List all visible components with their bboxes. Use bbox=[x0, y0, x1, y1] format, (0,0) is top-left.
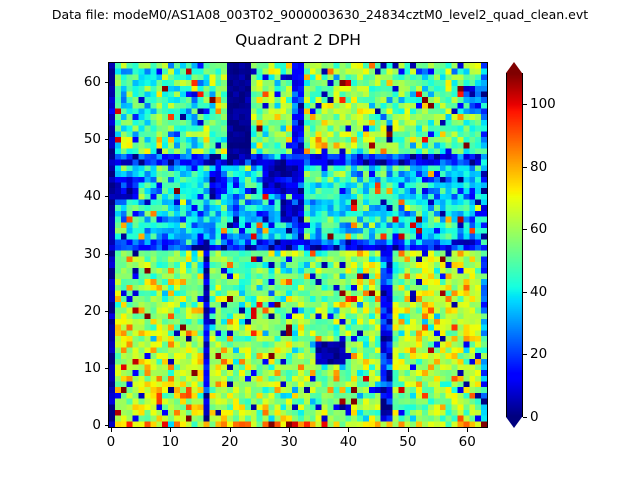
y-tick-mark bbox=[104, 425, 108, 427]
page-title: Quadrant 2 DPH bbox=[235, 31, 361, 49]
y-tick-label: 40 bbox=[83, 188, 101, 205]
x-tick-mark bbox=[407, 428, 409, 432]
colorbar-tick-mark bbox=[523, 291, 527, 293]
y-tick-label: 60 bbox=[83, 74, 101, 91]
colorbar-tick-label: 80 bbox=[530, 158, 548, 175]
colorbar-tick-mark bbox=[523, 417, 527, 418]
y-tick-mark bbox=[104, 196, 108, 198]
heatmap-image bbox=[109, 63, 487, 427]
x-tick-label: 50 bbox=[399, 434, 417, 450]
colorbar-tick-label: 40 bbox=[530, 283, 548, 300]
y-tick-mark bbox=[104, 253, 108, 255]
y-tick-label: 50 bbox=[83, 131, 101, 148]
x-tick-mark bbox=[170, 428, 172, 432]
x-tick-mark bbox=[229, 428, 231, 432]
colorbar-tick-label: 60 bbox=[530, 221, 548, 238]
colorbar-image bbox=[507, 73, 522, 417]
x-tick-mark bbox=[289, 428, 291, 432]
x-tick-label: 0 bbox=[106, 434, 116, 450]
colorbar-tick-mark bbox=[523, 166, 527, 168]
colorbar-tick-mark bbox=[523, 354, 527, 356]
x-tick-label: 40 bbox=[339, 434, 358, 450]
colorbar-tick-label: 20 bbox=[530, 346, 548, 363]
colorbar[interactable]: 0 20 40 60 80 100 bbox=[506, 62, 556, 428]
x-tick-label: 20 bbox=[221, 434, 239, 450]
y-tick-label: 30 bbox=[83, 245, 101, 262]
x-tick-label: 60 bbox=[458, 434, 476, 450]
y-tick-mark bbox=[104, 139, 108, 141]
y-tick-label: 10 bbox=[83, 359, 101, 376]
y-tick-label: 20 bbox=[83, 302, 101, 319]
y-tick-mark bbox=[104, 310, 108, 312]
colorbar-gradient bbox=[506, 73, 523, 417]
x-tick-mark bbox=[467, 428, 469, 432]
heatmap-axes[interactable] bbox=[108, 62, 488, 428]
figure-suptitle: Data file: modeM0/AS1A08_003T02_90000036… bbox=[51, 7, 589, 22]
y-tick-mark bbox=[104, 367, 108, 369]
x-tick-mark bbox=[110, 428, 112, 432]
x-tick-label: 10 bbox=[161, 434, 179, 450]
x-tick-mark bbox=[348, 428, 350, 432]
colorbar-tick-label: 0 bbox=[530, 409, 539, 425]
y-tick-mark bbox=[104, 82, 108, 84]
y-tick-label: 0 bbox=[92, 417, 101, 434]
colorbar-tick-mark bbox=[523, 229, 527, 231]
colorbar-over-arrow-icon bbox=[506, 62, 522, 73]
colorbar-tick-label: 100 bbox=[530, 96, 556, 113]
colorbar-tick-mark bbox=[523, 104, 527, 106]
colorbar-under-arrow-icon bbox=[506, 417, 522, 428]
x-tick-label: 30 bbox=[280, 434, 298, 450]
